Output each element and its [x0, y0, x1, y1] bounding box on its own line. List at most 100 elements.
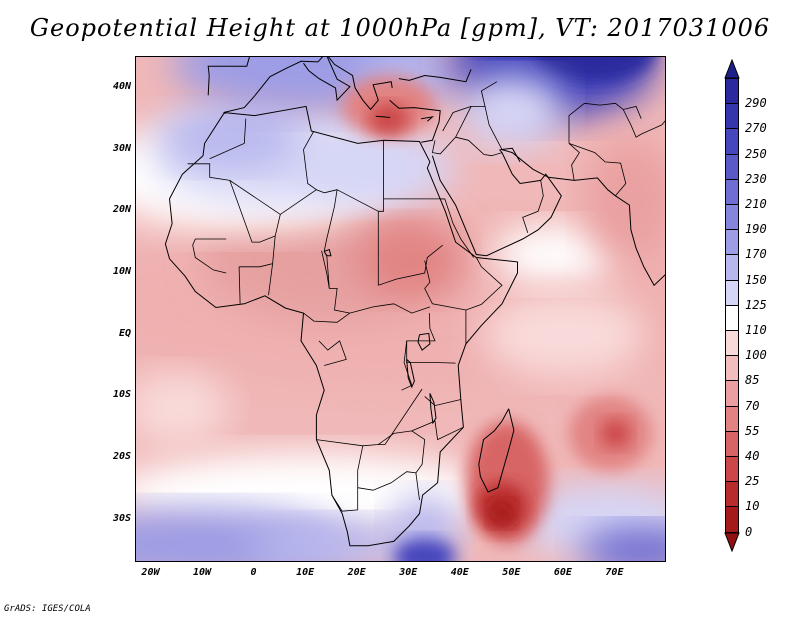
country-border: [321, 250, 330, 289]
country-border: [568, 143, 580, 181]
country-border: [406, 340, 456, 364]
colorbar-cell: [725, 229, 739, 256]
country-border: [324, 189, 338, 194]
africa-coastline: [164, 105, 518, 547]
country-border: [377, 140, 384, 286]
colorbar-label: 230: [745, 171, 767, 186]
country-border: [455, 136, 503, 157]
country-border: [303, 149, 317, 191]
field-region: [367, 102, 410, 135]
lon-tick-label: 60E: [553, 567, 572, 578]
colorbar-bottom-arrow: [724, 532, 740, 552]
lon-tick-label: 40E: [450, 567, 469, 578]
country-border: [303, 130, 315, 150]
colorbar-cell: [725, 204, 739, 231]
map-plot-area: [135, 56, 666, 562]
field-region: [481, 291, 647, 378]
lat-tick-label: 10N: [112, 265, 131, 277]
colorbar-label: 85: [745, 373, 760, 388]
country-border: [316, 388, 423, 447]
lat-tick-label: 30S: [112, 512, 131, 524]
country-border: [411, 420, 464, 441]
geopotential-map: [136, 57, 665, 561]
crete-coastline: [375, 115, 391, 118]
colorbar-label: 125: [745, 297, 767, 312]
lon-tick-label: 30E: [399, 567, 418, 578]
country-border: [331, 494, 358, 512]
colorbar-cell: [725, 380, 739, 407]
field-region: [136, 371, 229, 446]
colorbar-label: 150: [745, 272, 767, 287]
field-region: [393, 538, 456, 561]
colorbar-cell: [725, 103, 739, 130]
colorbar-label: 40: [745, 449, 760, 463]
field-region: [579, 525, 665, 561]
country-border: [209, 118, 247, 160]
field-region: [249, 519, 415, 561]
colorbar-label: 290: [745, 96, 767, 111]
country-border: [357, 445, 364, 510]
country-border: [522, 180, 544, 234]
colorbar-cell: [725, 128, 739, 155]
grads-credit: GrADS: IGES/COLA: [4, 604, 91, 614]
colorbar-label: 0: [745, 524, 753, 539]
colorbar-cell: [725, 481, 739, 508]
country-border: [378, 244, 443, 286]
lon-tick-label: 20W: [141, 567, 160, 578]
lake-outline: [417, 332, 431, 351]
country-border: [268, 263, 273, 296]
colorbar-label: 100: [745, 348, 767, 363]
lat-tick-label: 20N: [112, 204, 131, 216]
country-border: [323, 189, 379, 252]
country-border: [357, 471, 420, 501]
colorbar-label: 270: [745, 121, 767, 136]
colorbar-cell: [725, 279, 739, 306]
gulf-coastline: [500, 147, 521, 163]
lon-tick-label: 10E: [296, 567, 315, 578]
colorbar-cell: [725, 153, 739, 180]
country-border: [568, 143, 627, 197]
country-border: [239, 235, 276, 268]
field-region: [357, 223, 461, 298]
coastlines: [164, 57, 665, 547]
italy-coastline: [303, 57, 351, 102]
colorbar-label: 110: [745, 323, 767, 337]
field-region: [460, 75, 564, 150]
country-border: [192, 238, 227, 274]
colorbar-label: 250: [745, 146, 767, 161]
madagascar-coastline: [478, 408, 515, 493]
country-border: [318, 340, 347, 366]
lake-outline: [406, 359, 415, 389]
country-border: [442, 106, 472, 132]
field-region: [584, 137, 665, 261]
south-asia-coastline: [501, 149, 665, 287]
colorbar-cell: [725, 405, 739, 432]
field-region: [534, 57, 656, 82]
colorbar-cell: [725, 78, 739, 105]
colorbar-cell: [725, 178, 739, 205]
colorbar-cell: [725, 254, 739, 281]
lake-outline: [323, 248, 332, 257]
country-border: [238, 266, 241, 304]
country-border: [568, 102, 642, 144]
colorbar-cell: [725, 330, 739, 357]
country-border: [229, 180, 281, 243]
lon-tick-label: 0: [250, 567, 257, 578]
country-border: [378, 430, 426, 474]
med-north-coastline: [223, 57, 393, 113]
lat-tick-label: 30N: [112, 142, 131, 154]
country-border: [480, 81, 498, 107]
colorbar-label: 70: [745, 398, 760, 413]
colorbar-cell: [725, 506, 739, 533]
country-border: [622, 109, 665, 138]
colorbar-label: 170: [745, 247, 767, 262]
lon-tick-label: 70E: [605, 567, 624, 578]
black-sea-coastline: [398, 69, 472, 83]
colorbar-label: 210: [745, 197, 767, 211]
colorbar-cell: [725, 456, 739, 483]
lon-tick-label: 10W: [192, 567, 212, 578]
cyprus-coastline: [421, 116, 435, 122]
country-border: [303, 312, 351, 323]
height-field: [136, 57, 665, 561]
lon-tick-label: 20E: [347, 567, 366, 578]
